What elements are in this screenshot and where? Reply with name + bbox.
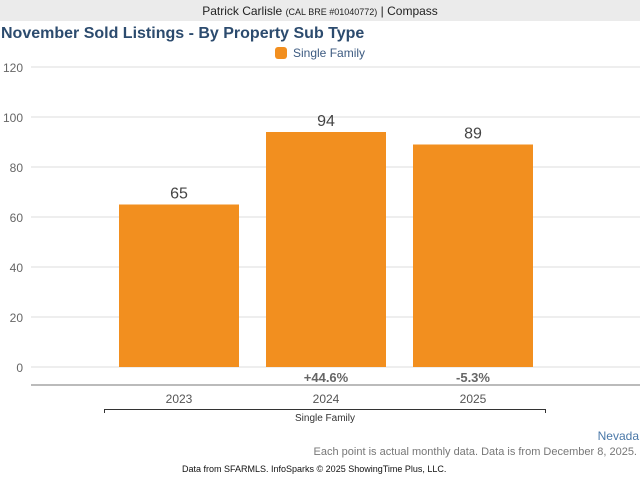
- data-label: 94: [317, 113, 335, 130]
- legend-item-single-family[interactable]: Single Family: [275, 46, 365, 60]
- brokerage-name: Compass: [387, 4, 438, 18]
- data-label: 89: [464, 126, 482, 143]
- x-tick-label: 2025: [460, 392, 487, 406]
- region-link[interactable]: Nevada: [597, 429, 639, 443]
- y-tick-label: 40: [10, 261, 24, 275]
- group-bracket: [104, 409, 546, 413]
- data-note: Each point is actual monthly data. Data …: [313, 446, 637, 458]
- legend-swatch: [275, 47, 287, 59]
- y-tick-label: 100: [3, 111, 23, 125]
- chart-title: November Sold Listings - By Property Sub…: [1, 25, 365, 42]
- change-label: -5.3%: [456, 370, 490, 385]
- agent-license: (CAL BRE #01040772): [285, 7, 378, 17]
- bar-chart: 0 20 40 60 80 100 120 65 2023 94 +44.6% 2024 89 -5.3%…: [3, 61, 640, 424]
- x-tick-label: 2024: [313, 392, 340, 406]
- legend-label: Single Family: [293, 46, 366, 60]
- change-label: +44.6%: [304, 370, 349, 385]
- data-source: Data from SFARMLS. InfoSparks © 2025 Sho…: [182, 464, 447, 474]
- y-tick-label: 80: [10, 161, 24, 175]
- group-label: Single Family: [295, 413, 355, 424]
- bar[interactable]: [413, 144, 533, 368]
- bar[interactable]: [266, 132, 386, 367]
- agent-header-bar: Patrick Carlisle (CAL BRE #01040772) | C…: [0, 0, 640, 21]
- y-tick-label: 60: [10, 211, 24, 225]
- bar[interactable]: [119, 204, 239, 368]
- y-tick-label: 120: [3, 61, 23, 75]
- header-separator: |: [380, 4, 384, 18]
- data-label: 65: [170, 186, 188, 203]
- x-tick-label: 2023: [166, 392, 193, 406]
- y-tick-label: 0: [16, 361, 23, 375]
- agent-name: Patrick Carlisle: [202, 4, 283, 18]
- y-tick-label: 20: [10, 311, 24, 325]
